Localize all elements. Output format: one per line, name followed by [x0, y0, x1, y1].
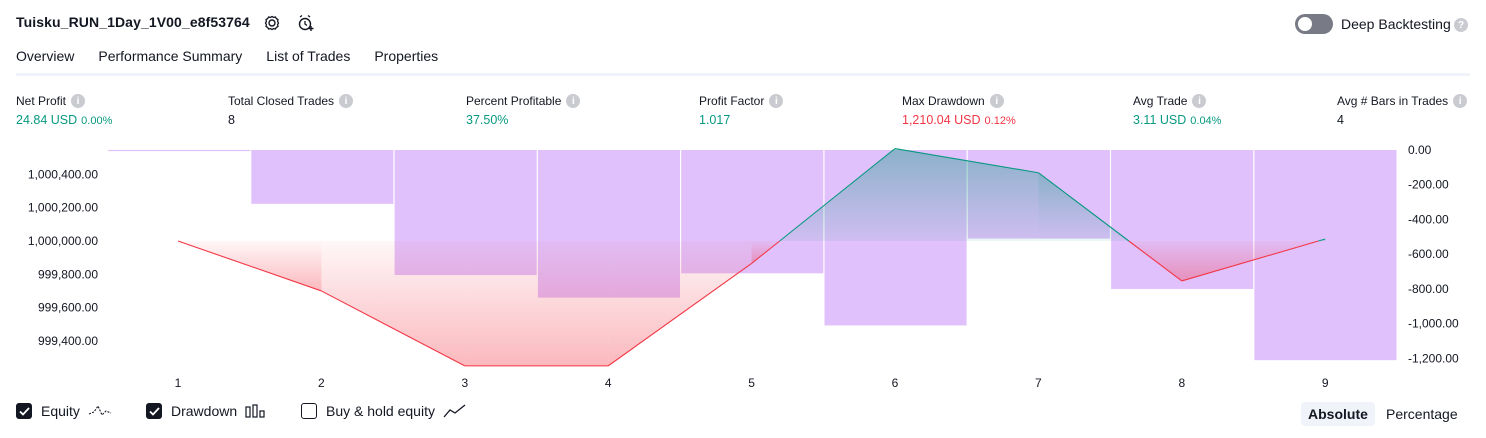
metric-value: 3.11 USD — [1133, 113, 1187, 127]
equity-line-segment — [177, 240, 322, 292]
metric-percent-profitable: Percent Profitable i 37.50% — [466, 94, 581, 127]
equity-loss-area — [608, 241, 752, 366]
equity-toggle[interactable]: Equity — [16, 403, 112, 419]
x-axis-tick-label: 3 — [461, 376, 468, 390]
metric-total-closed-trades: Total Closed Trades i 8 — [228, 94, 354, 127]
info-icon[interactable]: i — [566, 94, 581, 108]
info-icon[interactable]: i — [1453, 94, 1468, 108]
equity-loss-area — [464, 241, 609, 366]
x-axis-tick-label: 8 — [1178, 376, 1185, 390]
drawdown-checkbox[interactable] — [146, 403, 162, 419]
drawdown-bar — [251, 150, 394, 204]
metric-value: 8 — [228, 113, 235, 127]
x-axis-tick-label: 2 — [318, 376, 325, 390]
equity-loss-area — [321, 241, 465, 366]
right-axis-tick-label: -200.00 — [1408, 178, 1449, 192]
drawdown-toggle[interactable]: Drawdown — [146, 403, 267, 419]
metric-net-profit: Net Profit i 24.84 USD 0.00% — [16, 94, 112, 127]
equity-line-segment — [607, 263, 752, 367]
buy-hold-line-icon — [443, 404, 466, 418]
percentage-button[interactable]: Percentage — [1386, 406, 1458, 422]
equity-line-segment — [1038, 172, 1130, 242]
left-axis-tick-label: 999,800.00 — [38, 267, 98, 281]
equity-label: Equity — [41, 403, 80, 419]
metric-value: 24.84 USD — [16, 113, 78, 127]
metric-label: Avg # Bars in Trades — [1337, 94, 1449, 108]
right-axis-tick-label: -800.00 — [1408, 282, 1449, 296]
help-icon[interactable]: ? — [1454, 18, 1468, 32]
info-icon[interactable]: i — [769, 94, 784, 108]
equity-line-segment — [751, 240, 781, 264]
left-axis-tick-label: 1,000,400.00 — [28, 167, 98, 181]
equity-line-segment — [1181, 240, 1319, 282]
equity-drawdown-chart: 999,400.00 999,600.00 999,800.00 1,000,000.… — [28, 143, 1459, 390]
metric-percent: 0.04% — [1190, 115, 1222, 127]
absolute-button[interactable]: Absolute — [1301, 402, 1375, 426]
right-axis-tick-label: -1,000.00 — [1408, 317, 1459, 331]
buy-hold-toggle[interactable]: Buy & hold equity — [301, 403, 467, 419]
strategy-title: Tuisku_RUN_1Day_1V00_e8f53764 — [16, 14, 250, 30]
equity-line-segment — [779, 148, 896, 242]
metric-value: 4 — [1337, 113, 1344, 127]
metric-label: Avg Trade — [1133, 94, 1188, 108]
equity-line-icon — [88, 404, 112, 416]
metric-label: Max Drawdown — [902, 94, 985, 108]
x-axis-tick-label: 6 — [892, 376, 899, 390]
left-axis-tick-label: 1,000,200.00 — [28, 201, 98, 215]
metric-value: 1.017 — [699, 113, 731, 127]
metric-label: Profit Factor — [699, 94, 765, 108]
equity-line-segment — [321, 290, 466, 367]
drawdown-bars-icon — [245, 404, 265, 418]
add-alert-clock-icon[interactable] — [296, 13, 316, 33]
equity-profit-area — [895, 148, 1039, 241]
metric-max-drawdown: Max Drawdown i 1,210.04 USD 0.12% — [902, 94, 1016, 127]
metric-avg-trade: Avg Trade i 3.11 USD 0.04% — [1133, 94, 1221, 127]
left-axis-tick-label: 1,000,000.00 — [28, 234, 98, 248]
right-axis-tick-label: -600.00 — [1408, 247, 1449, 261]
drawdown-label: Drawdown — [171, 403, 238, 419]
buy-hold-checkbox[interactable] — [301, 403, 317, 419]
settings-gear-icon[interactable] — [262, 13, 282, 33]
equity-line-segment — [1128, 240, 1183, 282]
metric-value: 1,210.04 USD — [902, 113, 981, 127]
metric-percent: 0.12% — [984, 115, 1016, 127]
x-axis-tick-label: 5 — [748, 376, 755, 390]
right-axis-tick-label: 0.00 — [1408, 143, 1432, 157]
equity-line-segment — [894, 148, 1039, 174]
x-axis-tick-label: 9 — [1322, 376, 1329, 390]
x-axis-tick-label: 4 — [605, 376, 612, 390]
right-axis-tick-label: -1,200.00 — [1408, 351, 1459, 365]
buy-hold-label: Buy & hold equity — [326, 403, 435, 419]
metric-profit-factor: Profit Factor i 1.017 — [699, 94, 784, 127]
metric-percent: 0.00% — [81, 115, 113, 127]
toggle-knob — [1298, 17, 1312, 31]
tab-properties[interactable]: Properties — [374, 48, 439, 64]
info-icon[interactable]: i — [1192, 94, 1207, 108]
metric-label: Total Closed Trades — [228, 94, 335, 108]
metric-avg-bars-in-trades: Avg # Bars in Trades i 4 — [1337, 94, 1468, 127]
right-axis-tick-label: -400.00 — [1408, 212, 1449, 226]
x-axis-tick-label: 1 — [175, 376, 182, 390]
equity-checkbox[interactable] — [16, 403, 32, 419]
metric-label: Net Profit — [16, 94, 67, 108]
left-axis-tick-label: 999,600.00 — [38, 301, 98, 315]
deep-backtesting-label: Deep Backtesting — [1341, 16, 1451, 32]
metric-value: 37.50% — [466, 113, 509, 127]
info-icon[interactable]: i — [339, 94, 354, 108]
deep-backtesting-toggle[interactable] — [1295, 14, 1333, 34]
equity-line-segment — [1318, 238, 1326, 242]
x-axis-tick-label: 7 — [1035, 376, 1042, 390]
drawdown-bar — [1254, 150, 1397, 361]
left-axis-tick-label: 999,400.00 — [38, 334, 98, 348]
metric-label: Percent Profitable — [466, 94, 562, 108]
info-icon[interactable]: i — [71, 94, 86, 108]
tab-divider — [16, 73, 1470, 76]
info-icon[interactable]: i — [989, 94, 1004, 108]
tab-list-of-trades[interactable]: List of Trades — [266, 48, 351, 64]
tab-performance-summary[interactable]: Performance Summary — [98, 48, 243, 64]
